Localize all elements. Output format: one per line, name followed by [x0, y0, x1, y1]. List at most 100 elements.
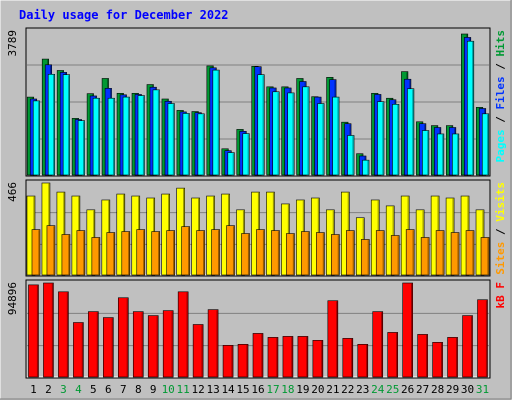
bar-shadow [442, 134, 444, 175]
bar-shadow [426, 335, 428, 377]
bar-pages-day-31 [481, 113, 490, 176]
bar-shadow [352, 231, 354, 275]
bar-fill [211, 229, 220, 276]
bar-fill [91, 237, 101, 276]
x-label-day-7: 7 [120, 383, 127, 396]
bar-fill [197, 113, 205, 176]
bar-shadow [291, 336, 293, 377]
bar-shadow [321, 340, 323, 377]
bar-pages-day-3 [62, 74, 70, 176]
bar-shadow [412, 89, 414, 175]
bar-shadow [277, 231, 280, 275]
bar-shadow [262, 230, 265, 275]
bar-pages-day-4 [77, 120, 85, 176]
bar-pages-day-15 [242, 133, 250, 176]
bar-shadow [171, 311, 173, 377]
bar-pages-day-2 [47, 73, 56, 176]
bar-sites-day-6 [106, 232, 116, 276]
bar-sites-day-26 [405, 229, 415, 276]
bar-shadow [36, 285, 39, 377]
bar-sites-day-13 [211, 229, 220, 276]
bar-fill [297, 336, 309, 378]
bar-fill [151, 231, 161, 276]
bar-kb-f-day-15 [237, 344, 249, 378]
legend-separator: / [494, 57, 507, 77]
bar-shadow [63, 192, 65, 275]
bar-shadow [83, 121, 85, 175]
x-label-day-26: 26 [401, 383, 414, 396]
bar-fill [43, 282, 54, 378]
bar-kb-f-day-24 [372, 311, 384, 378]
x-label-day-9: 9 [150, 383, 157, 396]
legend-item-hits: Hits [494, 30, 507, 57]
x-label-day-12: 12 [192, 383, 205, 396]
bar-sites-day-10 [166, 230, 175, 276]
bar-fill [347, 135, 355, 176]
bar-visits-day-3 [56, 191, 66, 276]
bar-pages-day-29 [452, 133, 460, 176]
bar-kb-f-day-31 [477, 299, 488, 378]
x-label-day-8: 8 [135, 383, 142, 396]
x-label-day-10: 10 [162, 383, 175, 396]
bar-shadow [262, 75, 264, 175]
bar-pages-day-1 [32, 100, 41, 176]
bar-fill [46, 225, 56, 276]
bar-fill [207, 309, 219, 378]
x-tick-labels: 1 2 3 4 5 6 7 8 9 10 11 12 13 14 15 16 17 18 19 20 21 22 23 24 2… [30, 383, 489, 396]
bar-fill [107, 97, 115, 176]
bar-pages-day-13 [212, 69, 220, 176]
bar-shadow [427, 238, 429, 275]
bar-kb-f-day-29 [447, 337, 458, 378]
bar-fill [360, 239, 370, 276]
bar-fill [477, 299, 488, 378]
bar-sites-day-4 [76, 230, 86, 276]
bar-kb-f-day-1 [28, 284, 39, 378]
bar-kb-f-day-7 [117, 297, 129, 378]
bar-fill [302, 86, 310, 176]
bar-shadow [337, 97, 339, 175]
x-label-day-1: 1 [30, 383, 37, 396]
bar-shadow [217, 230, 220, 275]
bar-shadow [172, 104, 175, 175]
bar-sites-day-31 [480, 237, 490, 276]
legend-kbytes: kB F [494, 282, 507, 309]
bar-shadow [396, 333, 398, 377]
bar-shadow [382, 231, 384, 275]
bar-kb-f-day-13 [207, 309, 219, 378]
bar-fill [76, 230, 86, 276]
bar-pages-day-5 [92, 97, 100, 176]
bar-fill [47, 73, 56, 176]
bar-kb-f-day-6 [103, 317, 114, 378]
bar-pages-day-11 [182, 113, 190, 176]
bar-kb-f-day-12 [192, 324, 204, 378]
bar-shadow [202, 114, 204, 175]
bar-shadow [246, 344, 248, 377]
bar-kb-f-day-27 [417, 334, 428, 378]
bar-fill [332, 96, 340, 176]
bar-shadow [292, 234, 295, 275]
bar-kb-f-day-28 [432, 342, 443, 378]
bar-pages-day-7 [122, 96, 130, 176]
bar-shadow [68, 75, 70, 175]
bar-sites-day-16 [256, 229, 265, 276]
bar-sites-day-19 [301, 231, 310, 276]
bar-sites-day-3 [61, 234, 71, 276]
x-label-day-22: 22 [341, 383, 354, 396]
bar-kb-f-day-8 [132, 311, 144, 378]
max-label-kbytes: 94896 [6, 282, 19, 315]
x-label-day-31: 31 [476, 383, 489, 396]
bar-kb-f-day-21 [327, 300, 339, 378]
bar-kb-f-day-18 [282, 336, 294, 378]
bar-marks [26, 33, 490, 378]
x-label-day-21: 21 [326, 383, 339, 396]
bar-shadow [157, 90, 160, 175]
bar-shadow [427, 131, 429, 175]
bar-shadow [442, 231, 444, 275]
x-label-day-13: 13 [206, 383, 219, 396]
bar-sites-day-29 [450, 232, 460, 276]
x-label-day-14: 14 [221, 383, 235, 396]
bar-fill [422, 130, 430, 176]
bar-fill [286, 233, 295, 276]
bar-kb-f-day-14 [222, 345, 234, 378]
bar-shadow [412, 230, 414, 275]
